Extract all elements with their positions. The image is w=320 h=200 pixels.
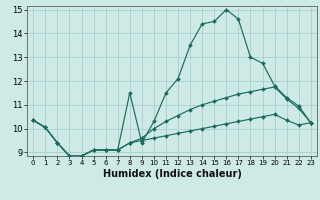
- X-axis label: Humidex (Indice chaleur): Humidex (Indice chaleur): [103, 169, 241, 179]
